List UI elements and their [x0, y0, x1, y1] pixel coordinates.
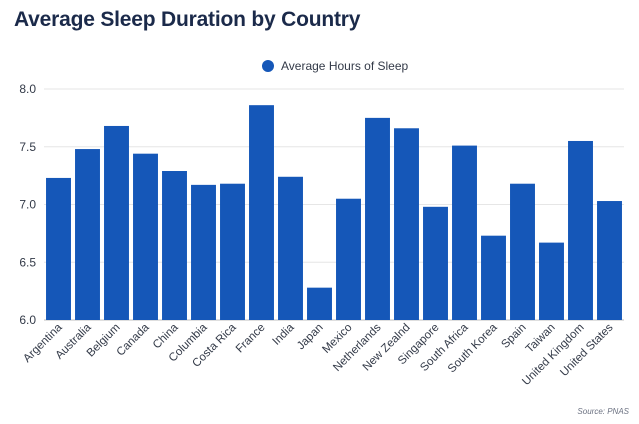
x-tick-label: Canada — [115, 321, 152, 358]
bar — [365, 117, 390, 320]
bar — [220, 183, 245, 320]
y-tick-label: 7.5 — [19, 140, 36, 154]
legend: Average Hours of Sleep — [262, 59, 408, 73]
y-tick-label: 6.5 — [19, 255, 36, 269]
bar — [307, 287, 332, 320]
bar — [249, 105, 274, 320]
bar — [423, 206, 448, 320]
bar — [133, 153, 158, 320]
chart-title: Average Sleep Duration by Country — [14, 8, 361, 31]
bar — [278, 176, 303, 320]
x-tick-label: India — [271, 321, 298, 348]
bar — [191, 184, 216, 320]
legend-label: Average Hours of Sleep — [281, 59, 409, 73]
y-tick-label: 6.0 — [19, 313, 36, 327]
bar — [481, 235, 506, 320]
y-tick-label: 7.0 — [19, 198, 36, 212]
legend-swatch — [262, 60, 274, 72]
bar — [75, 149, 100, 320]
bar — [394, 128, 419, 320]
bar — [162, 171, 187, 320]
bar — [597, 201, 622, 320]
bar — [510, 183, 535, 320]
bar — [104, 125, 129, 321]
bar — [336, 198, 361, 320]
source-note: Source: PNAS — [577, 407, 629, 416]
x-tick-label: France — [234, 322, 268, 356]
y-tick-label: 8.0 — [19, 82, 36, 96]
bar — [539, 242, 564, 320]
x-tick-label: United States — [558, 321, 615, 378]
bar — [568, 140, 593, 320]
bar — [452, 145, 477, 320]
bar — [46, 177, 71, 320]
